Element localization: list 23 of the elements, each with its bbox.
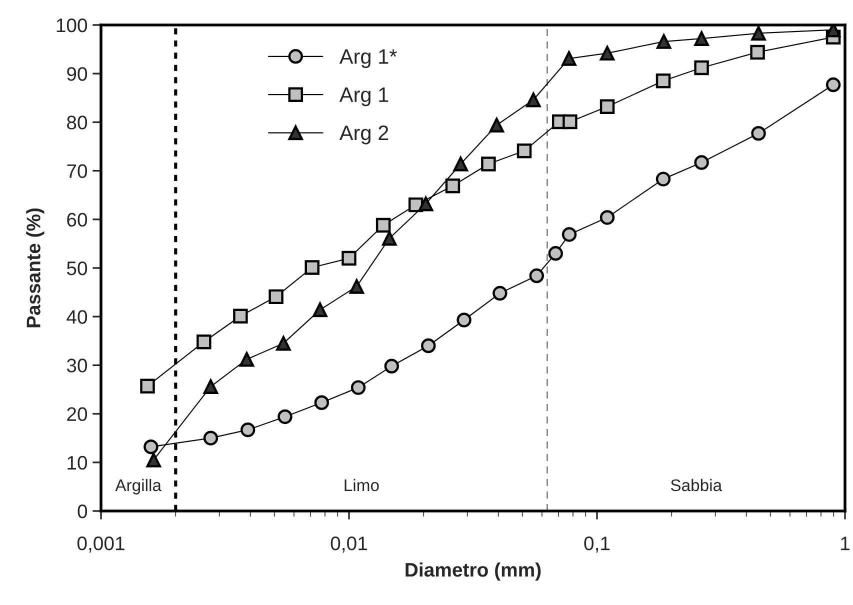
x-tick-label: 0,001 bbox=[77, 536, 124, 553]
x-tick-label: 0,1 bbox=[584, 536, 610, 553]
y-tick-label: 40 bbox=[66, 310, 88, 324]
x-tick-label: 0,01 bbox=[330, 536, 367, 553]
y-tick-label: 50 bbox=[66, 261, 88, 276]
y-tick-label: 30 bbox=[66, 358, 88, 372]
y-tick-label: 80 bbox=[67, 116, 88, 130]
y-tick-label: 60 bbox=[67, 212, 88, 227]
x-axis-title: Diametro (mm) bbox=[406, 562, 541, 581]
annotation: Sabbia bbox=[670, 478, 722, 492]
y-tick-label: 20 bbox=[67, 407, 88, 422]
annotation: Limo bbox=[344, 478, 379, 492]
legend-label: Arg 1 bbox=[339, 88, 388, 106]
y-tick-label: 10 bbox=[68, 456, 88, 470]
y-tick-label: 0 bbox=[78, 504, 88, 518]
y-tick-label: 90 bbox=[67, 67, 88, 81]
annotation: Argilla bbox=[115, 478, 162, 494]
legend-label: Arg 1* bbox=[339, 49, 397, 68]
x-tick-label: 1 bbox=[841, 536, 850, 550]
y-axis-title: Passante (%) bbox=[26, 208, 44, 328]
y-tick-label: 100 bbox=[56, 18, 88, 32]
y-tick-label: 70 bbox=[67, 164, 88, 178]
legend-label: Arg 2 bbox=[339, 126, 388, 144]
